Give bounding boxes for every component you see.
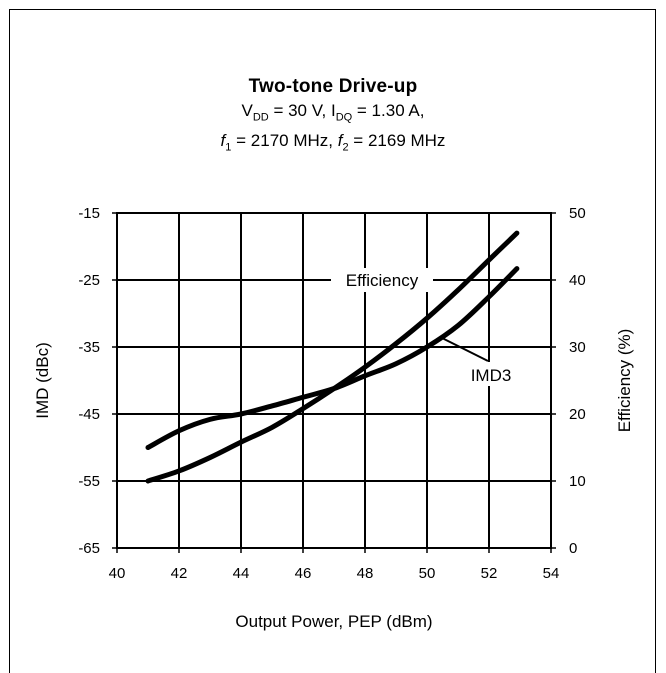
x-tick-label: 46 [295,565,312,582]
x-tick-label: 50 [419,565,436,582]
subtitle-vdd-symbol: V [241,101,253,120]
efficiency-label-box [331,268,433,292]
x-tick-label: 52 [481,565,498,582]
y-left-tick-label: -55 [78,473,100,490]
x-tick-label: 42 [171,565,188,582]
y-right-tick-label: 50 [569,205,586,222]
y-left-tick-label: -15 [78,205,100,222]
plot-area [116,212,552,549]
subtitle-f1-subscript: 1 [225,141,232,154]
y-left-tick-label: -65 [78,540,100,557]
chart-title: Two-tone Drive-up [248,76,418,97]
figure-frame [9,9,656,673]
imd3-annotation-label: IMD3 [471,366,512,385]
subtitle-f1-value: = 2170 MHz, [231,131,338,151]
annotations: Efficiency IMD3 [331,268,518,386]
y-axis-left-label: IMD (dBc) [33,342,52,419]
chart-subtitle-line1: VDD = 30 V, IDQ = 1.30 A, [0,100,666,128]
x-axis-label: Output Power, PEP (dBm) [235,612,432,631]
subtitle-f2-subscript: 2 [342,141,349,154]
subtitle-idq-text: = 30 V, I [268,101,336,120]
efficiency-annotation-label: Efficiency [346,271,419,290]
x-tick-label: 40 [109,565,126,582]
subtitle-idq-subscript: DQ [335,111,353,124]
y-right-tick-label: 30 [569,339,586,356]
chart-subtitle-line2: f1 = 2170 MHz, f2 = 2169 MHz [0,130,666,158]
y-left-tick-label: -25 [78,272,100,289]
subtitle-f1-symbol: f [220,131,226,151]
chart-header: Two-tone Drive-up VDD = 30 V, IDQ = 1.30… [0,76,666,159]
y-right-tick-label: 20 [569,406,586,423]
subtitle-vdd-subscript: DD [252,111,269,124]
y-left-tick-label: -45 [78,406,100,423]
y-left-tick-label: -35 [78,339,100,356]
series-line-imd3 [145,266,520,450]
x-tick-label: 48 [357,565,374,582]
tick-labels: 40 42 44 46 48 50 52 54 -15 -25 -35 -45 -55 -65 50 40 30… [78,205,585,582]
y-right-tick-label: 10 [569,473,586,490]
subtitle-idq-value: = 1.30 A, [352,101,425,120]
imd3-leader-line [441,337,489,362]
y-right-tick-label: 40 [569,272,586,289]
y-axis-right-label: Efficiency (%) [615,329,634,433]
x-tick-label: 44 [233,565,250,582]
subtitle-f2-symbol: f [337,131,343,151]
imd3-label-box [464,362,518,386]
series-lines [145,230,520,484]
x-tick-label: 54 [543,565,560,582]
y-right-tick-label: 0 [569,540,577,557]
subtitle-f2-value: = 2169 MHz [348,131,446,151]
